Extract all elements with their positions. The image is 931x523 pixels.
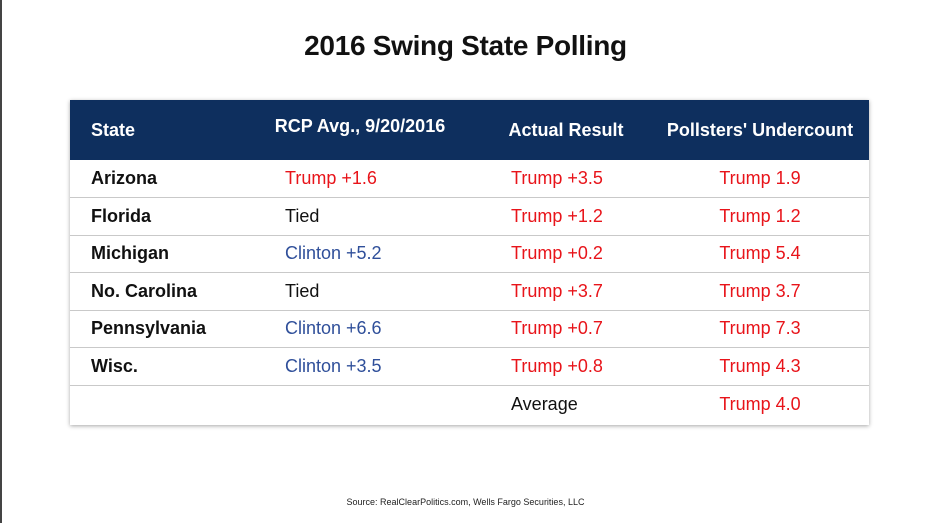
cell-rcp-avg: Tied xyxy=(285,280,320,301)
chart-title: 2016 Swing State Polling xyxy=(304,30,627,61)
cell-state: Pennsylvania xyxy=(91,318,207,339)
cell-undercount: Trump 3.7 xyxy=(719,280,801,301)
cell-state: No. Carolina xyxy=(91,280,198,301)
cell-empty xyxy=(239,385,481,423)
cell-rcp-avg: Clinton +5.2 xyxy=(285,243,382,264)
left-border-rule xyxy=(0,0,2,523)
polling-table: State RCP Avg., 9/20/2016 Actual Result … xyxy=(70,100,869,423)
column-header-rcp-avg: RCP Avg., 9/20/2016 xyxy=(274,115,446,136)
cell-undercount: Trump 7.3 xyxy=(719,318,801,339)
cell-actual-result: Trump +0.2 xyxy=(511,243,603,264)
cell-rcp-avg: Tied xyxy=(285,205,320,226)
cell-average-label: Average xyxy=(511,393,578,414)
cell-undercount: Trump 5.4 xyxy=(719,243,801,264)
table-body: Arizona Trump +1.6 Trump +3.5 Trump 1.9 Flor… xyxy=(70,160,869,423)
polling-table-card: State RCP Avg., 9/20/2016 Actual Result … xyxy=(70,100,869,425)
cell-average-undercount: Trump 4.0 xyxy=(719,393,801,414)
column-header-state: State xyxy=(91,119,136,140)
table-row: No. Carolina Tied Trump +3.7 Trump 3.7 xyxy=(70,272,869,311)
cell-empty xyxy=(70,385,239,423)
cell-state: Arizona xyxy=(91,168,158,188)
table-row: Arizona Trump +1.6 Trump +3.5 Trump 1.9 xyxy=(70,160,869,198)
table-header-row: State RCP Avg., 9/20/2016 Actual Result … xyxy=(70,100,869,160)
cell-undercount: Trump 1.9 xyxy=(719,168,801,188)
table-row: Wisc. Clinton +3.5 Trump +0.8 Trump 4.3 xyxy=(70,347,869,386)
cell-state: Florida xyxy=(91,205,152,226)
cell-actual-result: Trump +0.8 xyxy=(511,355,603,376)
cell-actual-result: Trump +1.2 xyxy=(511,205,603,226)
cell-actual-result: Trump +3.7 xyxy=(511,280,603,301)
cell-state: Wisc. xyxy=(91,355,138,376)
table-row: Florida Tied Trump +1.2 Trump 1.2 xyxy=(70,197,869,236)
table-row: Pennsylvania Clinton +6.6 Trump +0.7 Trump … xyxy=(70,310,869,348)
cell-rcp-avg: Clinton +3.5 xyxy=(285,355,382,376)
cell-actual-result: Trump +3.5 xyxy=(511,168,603,188)
table-row: Michigan Clinton +5.2 Trump +0.2 Trump 5.4 xyxy=(70,235,869,273)
cell-state: Michigan xyxy=(91,243,170,264)
table-row-average: Average Trump 4.0 xyxy=(70,385,869,423)
cell-actual-result: Trump +0.7 xyxy=(511,318,603,339)
cell-undercount: Trump 1.2 xyxy=(719,205,801,226)
source-note: Source: RealClearPolitics.com, Wells Far… xyxy=(346,497,585,507)
column-header-actual-result: Actual Result xyxy=(508,119,624,140)
cell-undercount: Trump 4.3 xyxy=(719,355,801,376)
cell-rcp-avg: Clinton +6.6 xyxy=(285,318,382,339)
column-header-undercount: Pollsters' Undercount xyxy=(666,119,854,140)
cell-rcp-avg: Trump +1.6 xyxy=(285,168,377,188)
